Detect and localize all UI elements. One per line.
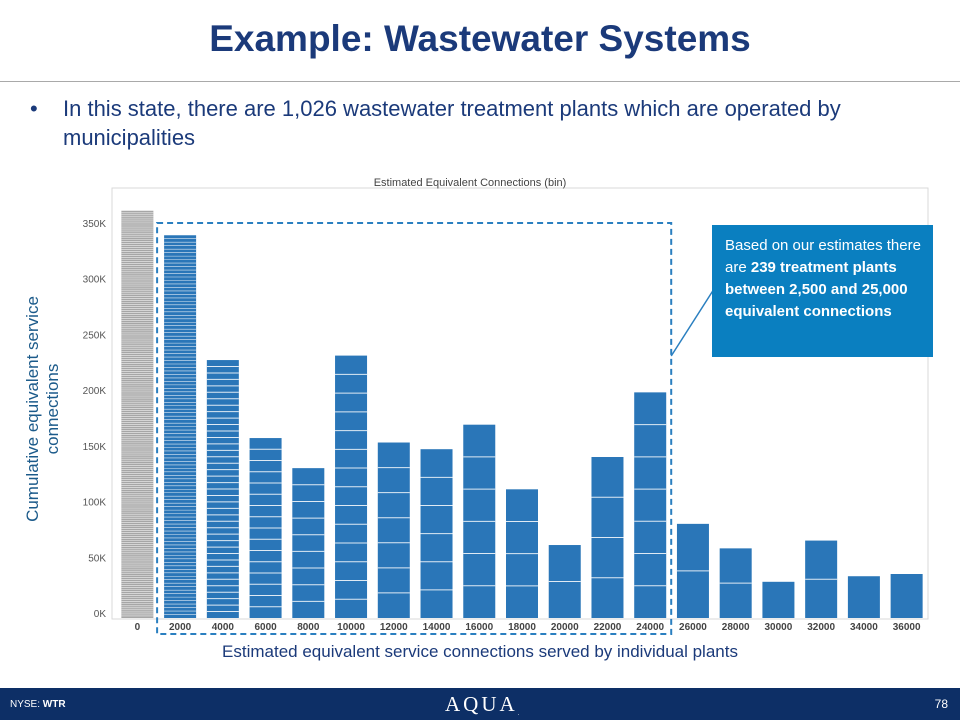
bar xyxy=(377,442,410,618)
y-tick-label: 150K xyxy=(83,442,107,453)
aqua-logo: AQUA. xyxy=(445,692,519,717)
x-tick-label: 18000 xyxy=(508,622,536,633)
ticker-symbol: WTR xyxy=(42,699,66,710)
x-tick-label: 2000 xyxy=(169,622,192,633)
callout-box: Based on our estimates there are 239 tre… xyxy=(712,225,933,357)
x-tick-label: 26000 xyxy=(679,622,707,633)
x-tick-label: 12000 xyxy=(380,622,408,633)
highlight-box xyxy=(156,222,673,635)
bullet-dot-icon: • xyxy=(30,96,38,121)
x-tick-label: 16000 xyxy=(465,622,493,633)
x-tick-label: 20000 xyxy=(551,622,579,633)
logo-text: AQUA xyxy=(445,692,518,716)
x-tick-label: 24000 xyxy=(636,622,664,633)
bar xyxy=(890,574,923,618)
y-tick-label: 300K xyxy=(83,275,107,286)
x-tick-label: 34000 xyxy=(850,622,878,633)
y-tick-label: 50K xyxy=(88,553,106,564)
exchange-label: NYSE: xyxy=(10,699,43,710)
bar xyxy=(292,468,325,618)
x-tick-label: 4000 xyxy=(212,622,235,633)
x-tick-label: 0 xyxy=(135,622,141,633)
chart-title: Estimated Equivalent Connections (bin) xyxy=(374,177,567,189)
y-tick-label: 250K xyxy=(83,330,107,341)
y-axis-label: Cumulative equivalent service connection… xyxy=(23,296,62,522)
bar xyxy=(762,581,795,618)
callout-highlight-text: 239 treatment plants between 2,500 and 2… xyxy=(725,259,908,320)
x-tick-label: 36000 xyxy=(893,622,921,633)
x-axis-label: Estimated equivalent service connections… xyxy=(222,642,738,661)
x-tick-label: 10000 xyxy=(337,622,365,633)
bar xyxy=(847,576,880,618)
bar xyxy=(634,392,667,618)
y-tick-label: 0K xyxy=(94,609,107,620)
x-tick-label: 28000 xyxy=(722,622,750,633)
stock-ticker: NYSE: WTR xyxy=(10,699,66,710)
callout-connector xyxy=(670,288,715,357)
x-tick-label: 8000 xyxy=(297,622,320,633)
callout-text: Based on our estimates there are xyxy=(725,237,921,276)
y-tick-label: 350K xyxy=(83,219,107,230)
title-divider xyxy=(0,81,960,82)
x-tick-label: 30000 xyxy=(765,622,793,633)
footer-bar: NYSE: WTR AQUA. 78 xyxy=(0,688,960,720)
x-tick-label: 22000 xyxy=(594,622,622,633)
y-tick-label: 200K xyxy=(83,386,107,397)
bullet-text: In this state, there are 1,026 wastewate… xyxy=(63,96,841,150)
x-tick-label: 32000 xyxy=(807,622,835,633)
x-tick-label: 14000 xyxy=(423,622,451,633)
slide-title: Example: Wastewater Systems xyxy=(209,18,751,59)
x-tick-label: 6000 xyxy=(254,622,277,633)
logo-mark: . xyxy=(517,711,520,717)
page-number: 78 xyxy=(934,697,948,711)
y-tick-label: 100K xyxy=(83,498,107,509)
